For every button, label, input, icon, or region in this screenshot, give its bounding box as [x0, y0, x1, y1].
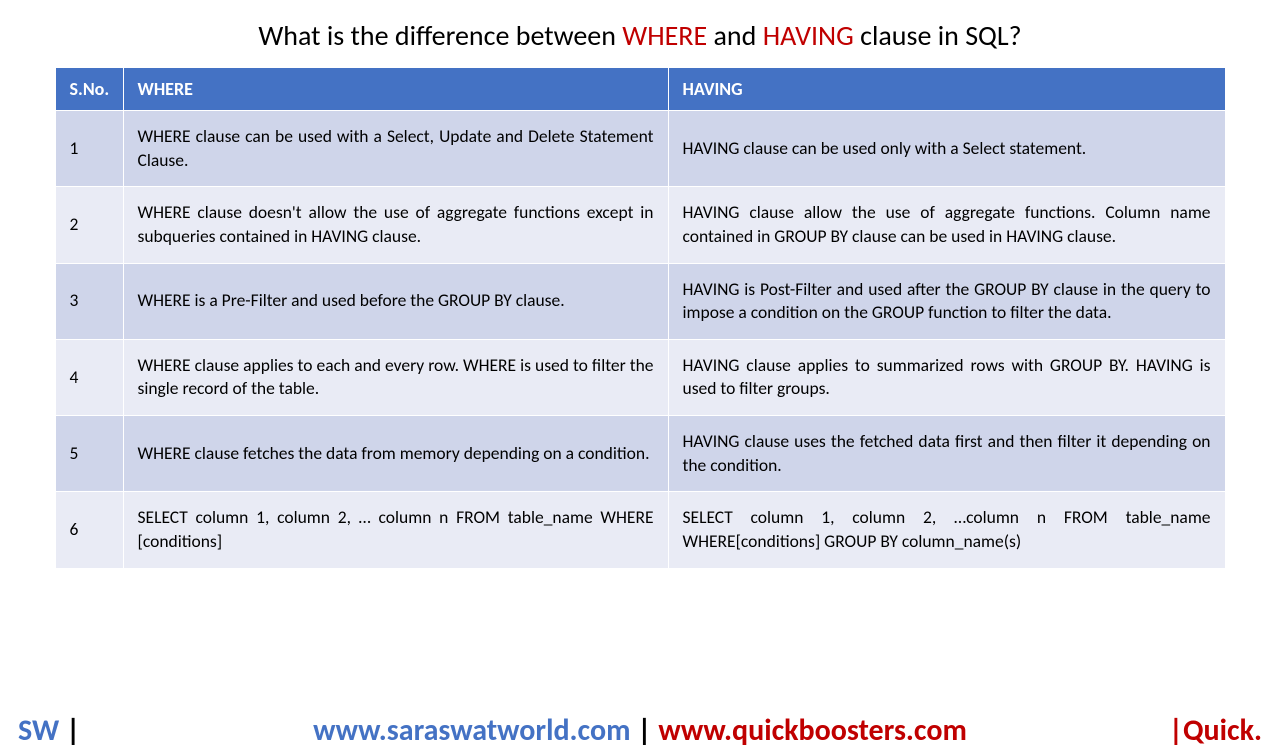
cell-having: HAVING clause uses the fetched data firs…	[668, 416, 1225, 492]
page-title: What is the difference between WHERE and…	[0, 0, 1280, 67]
cell-having: HAVING clause can be used only with a Se…	[668, 111, 1225, 187]
table-row: 3 WHERE is a Pre-Filter and used before …	[55, 263, 1225, 339]
table-row: 2 WHERE clause doesn't allow the use of …	[55, 187, 1225, 263]
cell-sno: 6	[55, 492, 123, 568]
cell-having: SELECT column 1, column 2, …column n FRO…	[668, 492, 1225, 568]
cell-sno: 4	[55, 339, 123, 415]
cell-sno: 3	[55, 263, 123, 339]
col-header-having: HAVING	[668, 68, 1225, 111]
cell-where: WHERE clause doesn't allow the use of ag…	[123, 187, 668, 263]
table-row: 1 WHERE clause can be used with a Select…	[55, 111, 1225, 187]
cell-sno: 5	[55, 416, 123, 492]
cell-where: WHERE clause applies to each and every r…	[123, 339, 668, 415]
comparison-table: S.No. WHERE HAVING 1 WHERE clause can be…	[55, 67, 1226, 569]
cell-where: SELECT column 1, column 2, … column n FR…	[123, 492, 668, 568]
title-keyword-having: HAVING	[763, 18, 854, 53]
table-row: 4 WHERE clause applies to each and every…	[55, 339, 1225, 415]
table-header-row: S.No. WHERE HAVING	[55, 68, 1225, 111]
cell-sno: 1	[55, 111, 123, 187]
table-row: 5 WHERE clause fetches the data from mem…	[55, 416, 1225, 492]
col-header-where: WHERE	[123, 68, 668, 111]
cell-where: WHERE is a Pre-Filter and used before th…	[123, 263, 668, 339]
cell-sno: 2	[55, 187, 123, 263]
title-mid: and	[707, 18, 763, 53]
footer-url-quickboosters: www.quickboosters.com	[658, 712, 967, 749]
col-header-sno: S.No.	[55, 68, 123, 111]
footer-url-saraswat: www.saraswatworld.com	[313, 712, 630, 749]
cell-having: HAVING is Post-Filter and used after the…	[668, 263, 1225, 339]
cell-having: HAVING clause allow the use of aggregate…	[668, 187, 1225, 263]
title-keyword-where: WHERE	[622, 18, 707, 53]
title-pre: What is the difference between	[258, 18, 622, 53]
footer-center: www.saraswatworld.com | www.quickbooster…	[0, 712, 1280, 749]
cell-where: WHERE clause can be used with a Select, …	[123, 111, 668, 187]
title-post: clause in SQL?	[854, 18, 1022, 53]
cell-having: HAVING clause applies to summarized rows…	[668, 339, 1225, 415]
footer-right: |Quick.	[1169, 712, 1262, 749]
table-body: 1 WHERE clause can be used with a Select…	[55, 111, 1225, 569]
table-row: 6 SELECT column 1, column 2, … column n …	[55, 492, 1225, 568]
footer-pipe: |	[631, 712, 659, 749]
cell-where: WHERE clause fetches the data from memor…	[123, 416, 668, 492]
